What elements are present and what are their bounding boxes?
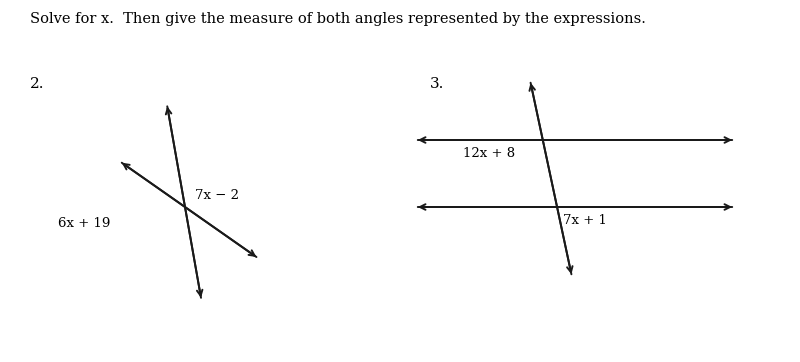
Text: 3.: 3. <box>430 77 444 91</box>
Text: 2.: 2. <box>30 77 45 91</box>
Text: 12x + 8: 12x + 8 <box>462 147 515 160</box>
Text: 7x + 1: 7x + 1 <box>563 214 607 227</box>
Text: 6x + 19: 6x + 19 <box>58 217 110 230</box>
Text: Solve for x.  Then give the measure of both angles represented by the expression: Solve for x. Then give the measure of bo… <box>30 12 646 26</box>
Text: 7x − 2: 7x − 2 <box>195 189 239 202</box>
